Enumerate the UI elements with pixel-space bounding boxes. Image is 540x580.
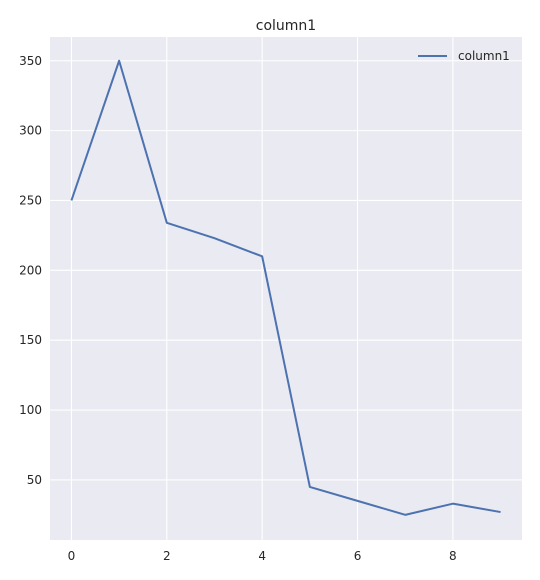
x-tick-label: 2 bbox=[163, 549, 171, 563]
x-tick-label: 4 bbox=[258, 549, 266, 563]
grid bbox=[50, 37, 522, 540]
x-tick-label: 0 bbox=[68, 549, 76, 563]
legend: column1 bbox=[418, 49, 510, 63]
chart-title: column1 bbox=[256, 18, 316, 34]
y-tick-label: 200 bbox=[19, 263, 42, 277]
plot-area bbox=[50, 37, 522, 540]
series-layer bbox=[70, 59, 501, 516]
legend-label: column1 bbox=[458, 49, 510, 63]
x-axis-ticks: 0 2 4 6 8 bbox=[68, 549, 457, 563]
y-tick-label: 150 bbox=[19, 333, 42, 347]
series-line-column1 bbox=[70, 59, 501, 516]
y-tick-label: 300 bbox=[19, 124, 42, 138]
x-tick-label: 8 bbox=[449, 549, 457, 563]
x-tick-label: 6 bbox=[354, 549, 362, 563]
y-tick-label: 100 bbox=[19, 403, 42, 417]
y-tick-label: 50 bbox=[27, 473, 42, 487]
y-axis-ticks: 50 100 150 200 250 300 350 bbox=[19, 54, 42, 487]
y-tick-label: 250 bbox=[19, 193, 42, 207]
y-tick-label: 350 bbox=[19, 54, 42, 68]
